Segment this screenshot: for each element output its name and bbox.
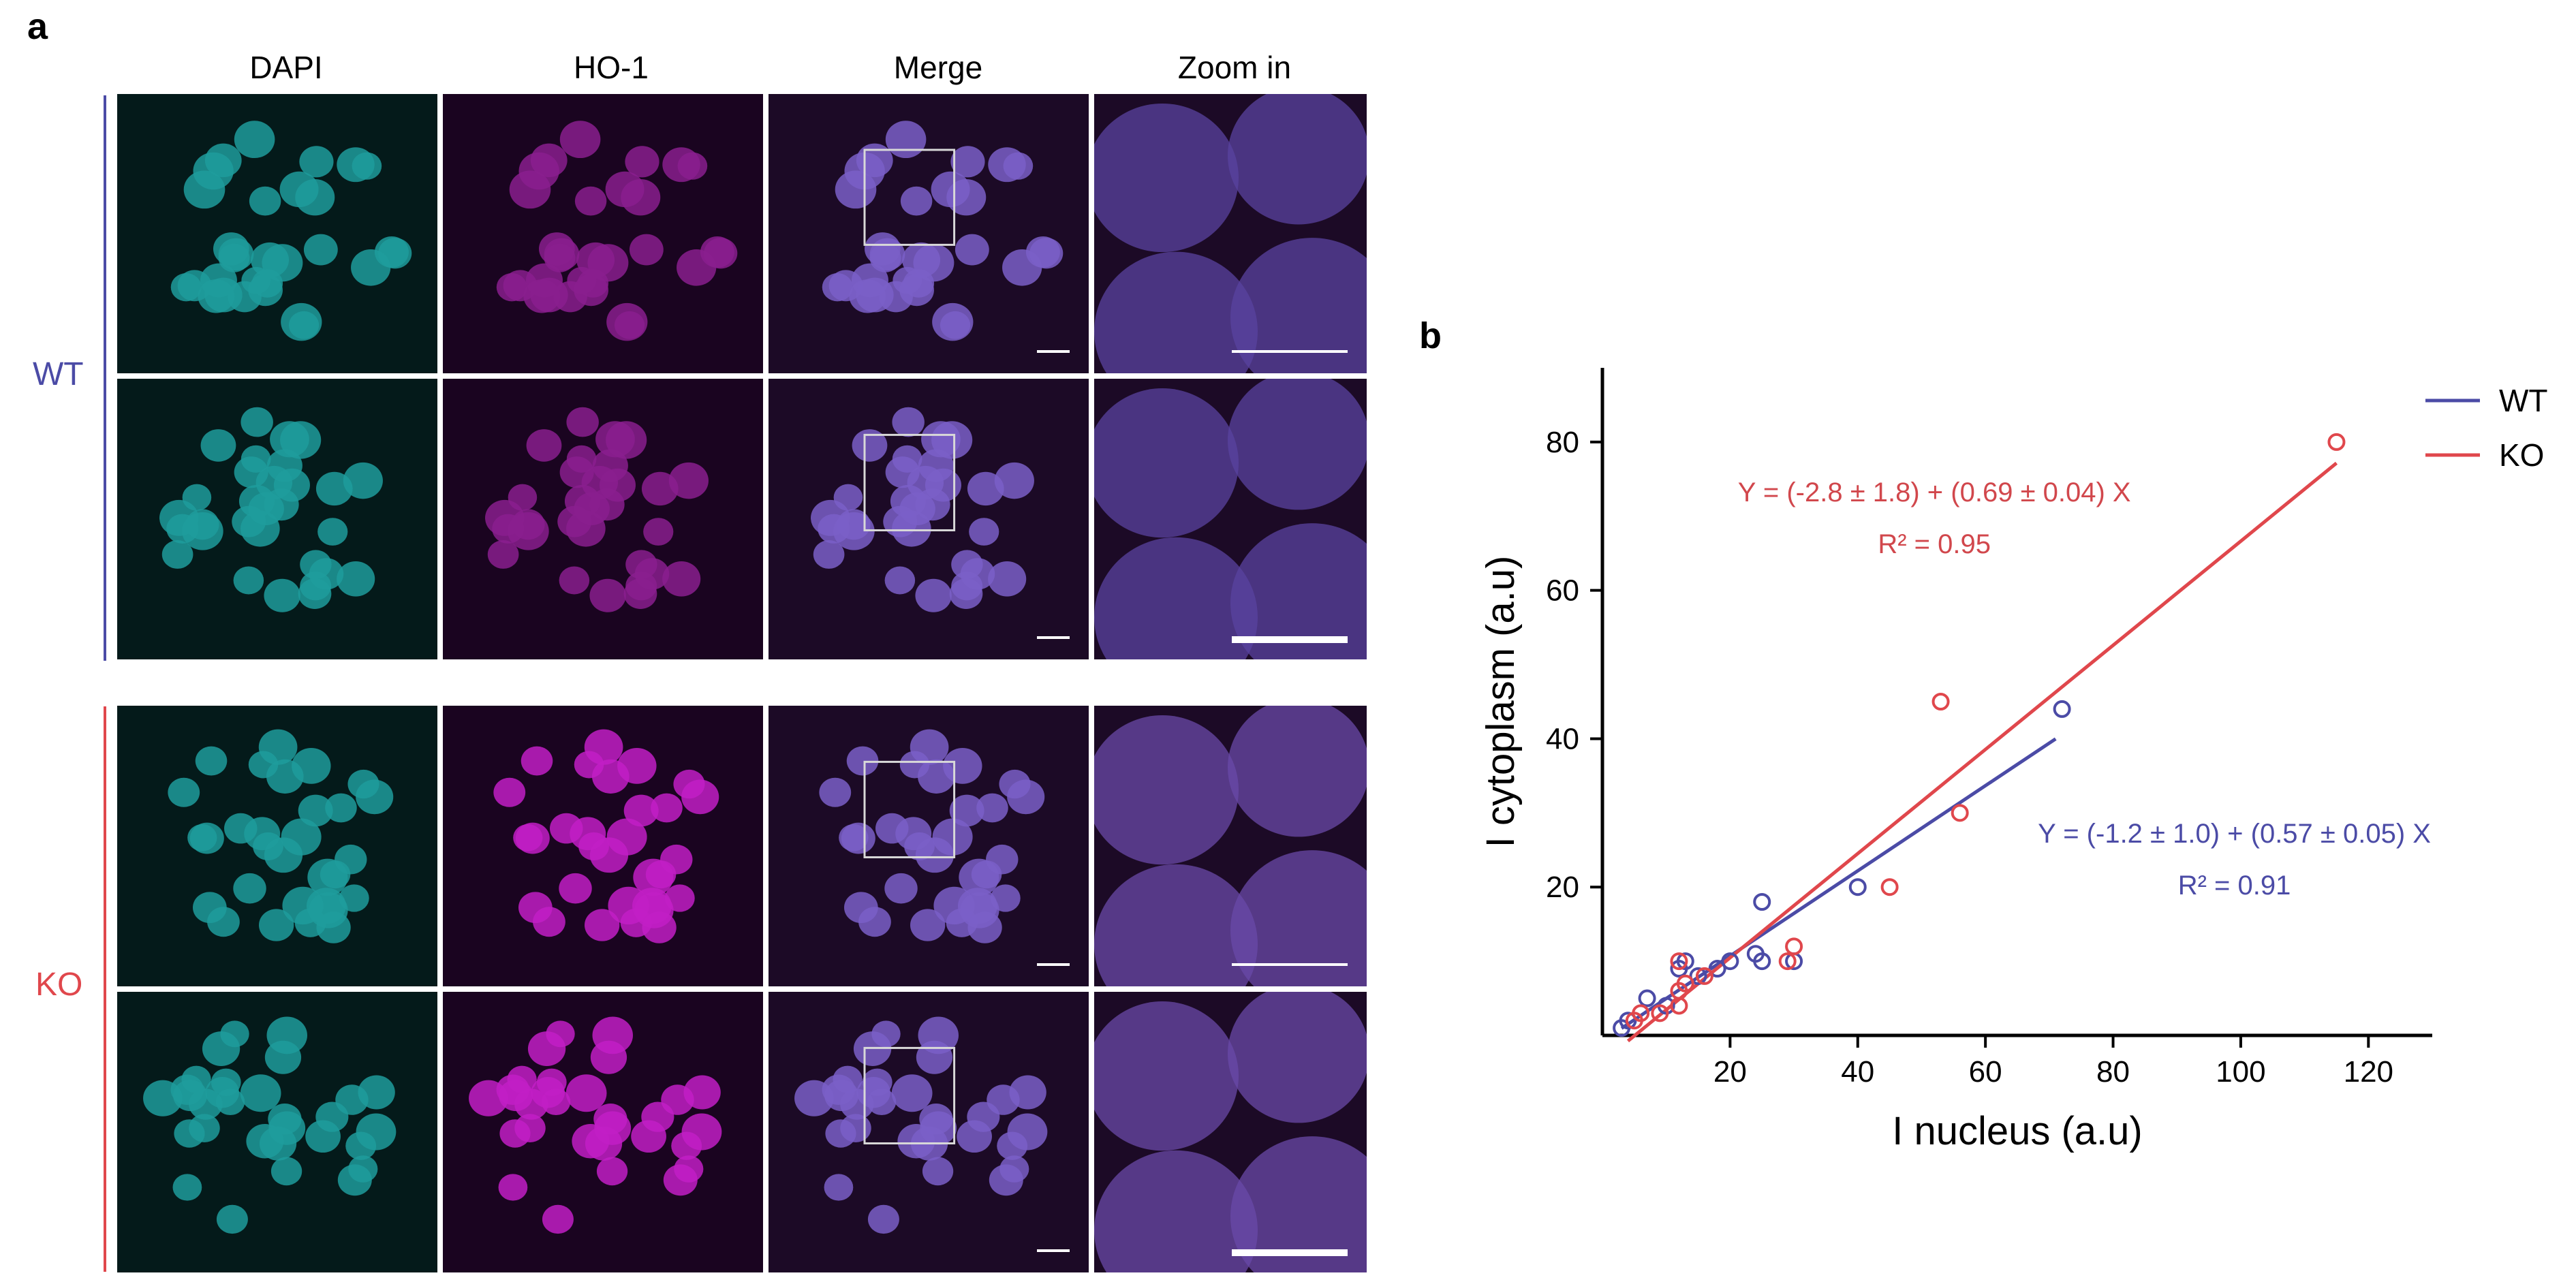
data-point-wt xyxy=(1753,952,1771,971)
x-tick-label: 100 xyxy=(2216,1055,2265,1089)
y-tick-label: 60 xyxy=(1546,574,1579,608)
x-tick-label: 20 xyxy=(1713,1055,1747,1089)
group-label-ko: KO xyxy=(35,967,83,1003)
regression-lines xyxy=(1620,461,2338,1043)
scale-bar xyxy=(1232,1249,1348,1256)
data-point-wt xyxy=(1638,989,1656,1007)
data-point-wt xyxy=(2053,700,2071,718)
wt-group-bracket xyxy=(104,95,106,661)
x-tick-label: 40 xyxy=(1841,1055,1874,1089)
ko-r-squared: R² = 0.95 xyxy=(1878,529,1991,559)
scatter-chart: 20 40 60 80 100 120 I nucleus (a.u) 20 40 60 80 … xyxy=(1485,368,2548,1153)
micrograph-ko-1-merge xyxy=(769,706,1089,986)
zoom-region-box xyxy=(863,1046,956,1144)
data-point-ko xyxy=(1632,1004,1650,1022)
data-point-ko xyxy=(1676,974,1694,992)
micrograph-wt-2-dapi xyxy=(117,379,437,659)
micrograph-wt-1-merge xyxy=(769,94,1089,373)
ko-group-bracket xyxy=(104,706,106,1272)
micrograph-ko-1-zoom xyxy=(1094,706,1367,986)
scale-bar xyxy=(1232,350,1348,353)
column-header-ho1: HO-1 xyxy=(574,50,649,85)
zoom-region-box xyxy=(863,433,956,531)
x-tick-label: 60 xyxy=(1969,1055,2002,1089)
data-point-ko xyxy=(1651,1004,1669,1022)
micrograph-wt-1-dapi xyxy=(117,94,437,373)
micrograph-ko-2-ho1 xyxy=(443,992,763,1272)
data-point-ko xyxy=(1695,967,1713,985)
x-axis: 20 40 60 80 100 120 I nucleus (a.u) xyxy=(1602,1033,2432,1153)
micrograph-wt-1-ho1 xyxy=(443,94,763,373)
data-point-ko xyxy=(1951,804,1969,822)
panel-b-label: b xyxy=(1419,315,1442,356)
scale-bar xyxy=(1037,350,1070,353)
micrograph-wt-1-zoom xyxy=(1094,94,1367,373)
data-point-ko xyxy=(1778,952,1797,971)
legend-ko-label: KO xyxy=(2499,437,2544,473)
micrograph-ko-2-merge xyxy=(769,992,1089,1272)
column-header-merge: Merge xyxy=(893,50,983,85)
zoom-region-box xyxy=(863,760,956,858)
y-axis-label: I cytoplasm (a.u) xyxy=(1485,556,1523,848)
scale-bar xyxy=(1037,1249,1070,1252)
data-points xyxy=(1613,433,2346,1037)
wt-regression-equation: Y = (-1.2 ± 1.0) + (0.57 ± 0.05) X xyxy=(2038,819,2431,849)
data-point-wt xyxy=(1848,878,1867,896)
data-point-wt xyxy=(1708,960,1726,978)
data-point-ko xyxy=(1670,952,1688,971)
micrograph-ko-2-dapi xyxy=(117,992,437,1272)
data-point-wt xyxy=(1753,893,1771,911)
legend-wt-label: WT xyxy=(2499,383,2548,418)
fit-line-wt xyxy=(1620,737,2057,1030)
micrograph-ko-1-dapi xyxy=(117,706,437,986)
legend: WT KO xyxy=(2425,383,2548,473)
scale-bar xyxy=(1037,636,1070,639)
ko-regression-equation: Y = (-2.8 ± 1.8) + (0.69 ± 0.04) X xyxy=(1738,478,2131,507)
zoom-region-box xyxy=(863,148,956,246)
data-point-wt xyxy=(1721,952,1739,971)
micrograph-ko-1-ho1 xyxy=(443,706,763,986)
data-point-wt xyxy=(1676,952,1694,971)
micrograph-ko-2-zoom xyxy=(1094,992,1367,1272)
scale-bar xyxy=(1037,963,1070,966)
wt-r-squared: R² = 0.91 xyxy=(2178,871,2291,901)
panel-a-label: a xyxy=(27,6,48,47)
x-tick-label: 80 xyxy=(2096,1055,2130,1089)
micrograph-wt-2-zoom xyxy=(1094,379,1367,659)
column-header-zoom-in: Zoom in xyxy=(1177,50,1292,85)
data-point-ko xyxy=(1880,878,1899,896)
data-point-ko xyxy=(1931,693,1950,710)
x-axis-label: I nucleus (a.u) xyxy=(1892,1109,2143,1153)
y-tick-label: 80 xyxy=(1546,426,1579,459)
y-tick-label: 40 xyxy=(1546,722,1579,755)
column-header-dapi: DAPI xyxy=(249,50,323,85)
micrograph-wt-2-merge xyxy=(769,379,1089,659)
micrograph-wt-2-ho1 xyxy=(443,379,763,659)
scale-bar xyxy=(1232,963,1348,966)
y-tick-label: 20 xyxy=(1546,871,1579,904)
scale-bar xyxy=(1232,636,1348,643)
x-tick-label: 120 xyxy=(2344,1055,2393,1089)
data-point-ko xyxy=(1785,937,1803,956)
group-label-wt: WT xyxy=(33,356,84,392)
data-point-ko xyxy=(2327,433,2346,451)
data-point-wt xyxy=(1689,967,1707,985)
data-point-wt xyxy=(1619,1012,1637,1030)
y-axis: 20 40 60 80 I cytoplasm (a.u) xyxy=(1485,368,1604,1035)
fit-line-ko xyxy=(1626,461,2338,1043)
